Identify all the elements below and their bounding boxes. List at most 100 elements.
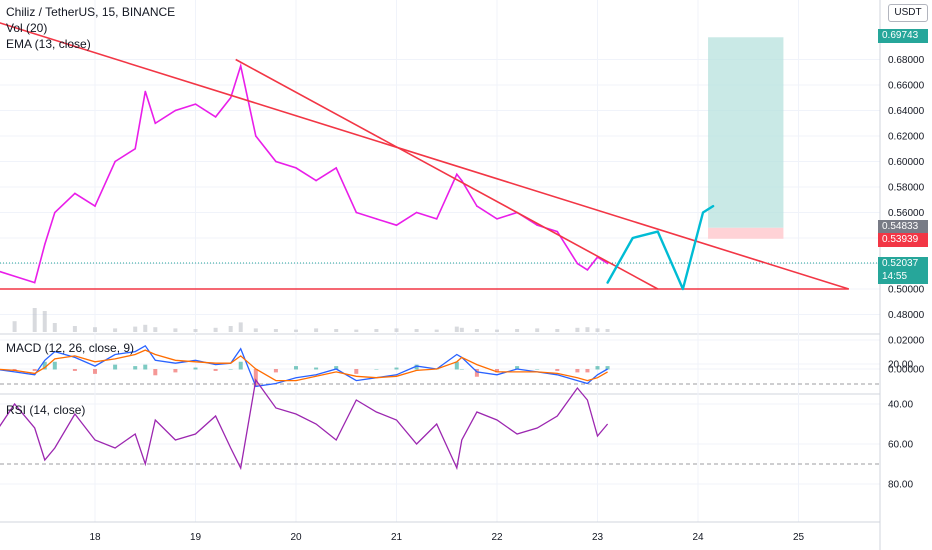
- x-tick-label: 22: [491, 532, 503, 543]
- macd-histogram-bar: [113, 364, 118, 370]
- volume-bar: [143, 324, 148, 332]
- volume-bar: [273, 329, 278, 332]
- price-point: [435, 218, 438, 220]
- price-point: [229, 96, 232, 99]
- price-point: [54, 211, 56, 214]
- volume-bar: [72, 326, 77, 332]
- price-point: [536, 224, 538, 227]
- price-point: [13, 275, 16, 278]
- macd-y-tick-label: 0.00000: [888, 365, 925, 376]
- volume-bar: [535, 328, 540, 332]
- price-point: [556, 230, 559, 233]
- macd-histogram-bar: [143, 364, 148, 370]
- volume-bar: [394, 328, 399, 332]
- target-zone: [708, 37, 784, 228]
- volume-bar: [454, 326, 459, 332]
- volume-bar: [52, 323, 57, 332]
- volume-bar: [173, 328, 178, 332]
- x-tick-label: 19: [190, 532, 202, 543]
- macd-histogram-bar: [515, 366, 520, 370]
- macd-histogram-bar: [133, 366, 138, 370]
- y-tick-label: 0.50000: [888, 285, 925, 296]
- target-price-badge: 0.69743: [878, 29, 928, 43]
- price-point: [576, 262, 579, 265]
- macd-histogram-bar: [153, 369, 158, 376]
- volume-bar: [32, 308, 37, 332]
- macd-histogram-bar: [253, 369, 258, 387]
- price-point: [33, 281, 36, 284]
- volume-bar: [495, 329, 499, 332]
- position-zones: [0, 37, 880, 264]
- volume-bar: [555, 329, 560, 332]
- y-tick-label: 0.66000: [888, 81, 925, 92]
- volume-bar: [113, 328, 118, 332]
- projection-drawing: [606, 204, 715, 291]
- volume-bar: [294, 329, 298, 332]
- macd-histogram-bar: [414, 364, 419, 370]
- rsi-y-tick-label: 20.00: [888, 360, 913, 371]
- volume-bar: [253, 328, 258, 332]
- macd-label[interactable]: MACD (12, 26, close, 9): [6, 341, 135, 355]
- macd-histogram-bar: [394, 367, 399, 370]
- volume-bar: [238, 322, 243, 332]
- macd-histogram-bar: [585, 369, 590, 373]
- macd-line: [0, 344, 608, 388]
- currency-button[interactable]: USDT: [888, 4, 928, 22]
- volume-bar: [133, 326, 138, 332]
- rsi-y-tick-label: 80.00: [888, 480, 913, 491]
- price-point: [114, 160, 116, 163]
- macd-histogram-bar: [193, 367, 198, 370]
- macd-histogram-bar: [555, 369, 560, 371]
- y-tick-label: 0.48000: [888, 310, 925, 321]
- price-point: [456, 173, 458, 176]
- macd-histogram-bar: [595, 366, 600, 370]
- price-point: [476, 205, 478, 207]
- volume-bar: [575, 327, 580, 332]
- rsi-line: [0, 378, 609, 471]
- macd-histogram-bar: [238, 361, 243, 370]
- x-tick-label: 25: [793, 532, 805, 543]
- price-point: [174, 109, 177, 112]
- vol-label[interactable]: Vol (20): [6, 21, 48, 35]
- macd-histogram-bar: [173, 369, 178, 373]
- volume-bar: [228, 326, 233, 332]
- legend: Chiliz / TetherUS, 15, BINANCE Vol (20) …: [6, 4, 175, 52]
- volume-bar: [314, 328, 319, 332]
- y-tick-label: 0.68000: [888, 55, 925, 66]
- price-point: [43, 243, 46, 246]
- macd-histogram-bar: [93, 369, 97, 374]
- x-tick-label: 24: [692, 532, 704, 543]
- rsi-label[interactable]: RSI (14, close): [6, 403, 86, 417]
- price-point: [134, 147, 136, 150]
- volume-bar: [585, 327, 590, 332]
- price-line: [0, 62, 609, 284]
- price-point: [496, 218, 498, 220]
- macd-histogram-bar: [605, 366, 610, 370]
- symbol-title[interactable]: Chiliz / TetherUS, 15, BINANCE: [6, 5, 176, 19]
- price-point: [295, 167, 297, 169]
- price-point: [239, 65, 242, 67]
- price-point: [154, 122, 157, 125]
- volume-bar: [459, 327, 464, 332]
- price-point: [375, 218, 378, 220]
- macd-histogram-bar: [334, 366, 339, 370]
- volume-bar: [354, 329, 359, 332]
- ema-label[interactable]: EMA (13, close): [6, 37, 91, 51]
- y-tick-label: 0.60000: [888, 157, 925, 168]
- rsi-series: [0, 378, 609, 471]
- volume-bar: [12, 321, 17, 332]
- macd-histogram-bar: [459, 369, 464, 370]
- stop-price-badge: 0.53939: [878, 233, 928, 247]
- entry-price-badge: 0.54833: [878, 220, 928, 234]
- volume-bar: [153, 327, 158, 332]
- x-tick-label: 18: [89, 532, 101, 543]
- volume-bar: [474, 329, 479, 332]
- price-point: [214, 116, 217, 118]
- volume-bar: [414, 329, 419, 332]
- price-point: [606, 262, 609, 265]
- y-tick-label: 0.64000: [888, 106, 925, 117]
- price-point: [94, 205, 96, 207]
- price-point: [395, 224, 398, 227]
